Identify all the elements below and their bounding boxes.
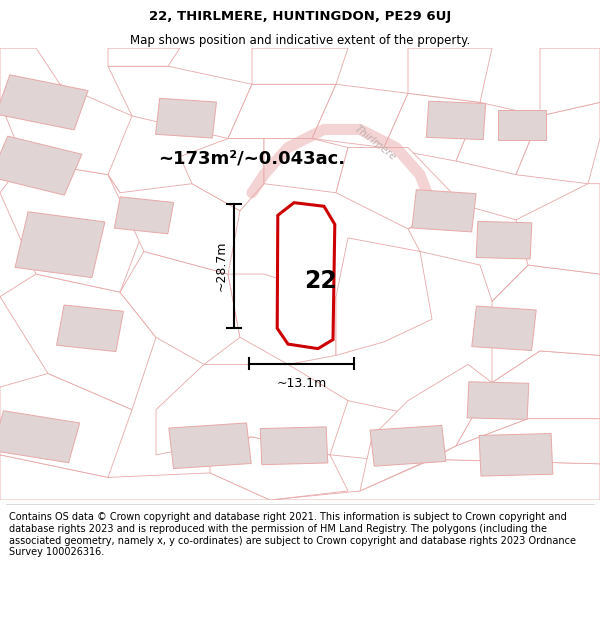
- Bar: [0, 75, 88, 130]
- Polygon shape: [540, 48, 600, 116]
- Polygon shape: [228, 274, 336, 364]
- Polygon shape: [228, 84, 336, 139]
- Bar: [479, 434, 553, 476]
- Polygon shape: [384, 93, 480, 161]
- Polygon shape: [516, 102, 600, 184]
- Bar: [472, 306, 536, 351]
- Polygon shape: [156, 364, 348, 455]
- Polygon shape: [312, 84, 408, 148]
- Bar: [0, 136, 82, 195]
- Bar: [115, 197, 173, 234]
- Polygon shape: [0, 455, 600, 500]
- Polygon shape: [0, 161, 144, 292]
- Bar: [476, 221, 532, 259]
- Polygon shape: [0, 274, 156, 409]
- Polygon shape: [252, 48, 348, 84]
- Polygon shape: [432, 419, 600, 464]
- Bar: [370, 426, 446, 466]
- Polygon shape: [492, 184, 600, 301]
- Bar: [155, 98, 217, 138]
- Bar: [56, 305, 124, 352]
- Text: Contains OS data © Crown copyright and database right 2021. This information is : Contains OS data © Crown copyright and d…: [9, 512, 576, 558]
- Bar: [260, 427, 328, 465]
- Polygon shape: [336, 148, 456, 229]
- Polygon shape: [408, 206, 528, 301]
- Text: ~28.7m: ~28.7m: [214, 241, 227, 291]
- Polygon shape: [264, 139, 348, 192]
- Bar: [0, 411, 80, 462]
- Bar: [426, 101, 486, 139]
- Polygon shape: [492, 265, 600, 382]
- Polygon shape: [456, 351, 600, 446]
- Polygon shape: [336, 238, 432, 356]
- Polygon shape: [120, 251, 240, 364]
- Text: Thirlmere: Thirlmere: [352, 124, 398, 162]
- Bar: [412, 190, 476, 232]
- Polygon shape: [0, 84, 132, 174]
- Polygon shape: [180, 139, 264, 211]
- Polygon shape: [408, 48, 492, 102]
- Text: Map shows position and indicative extent of the property.: Map shows position and indicative extent…: [130, 34, 470, 47]
- Bar: [169, 423, 251, 469]
- Polygon shape: [108, 174, 240, 274]
- Text: 22: 22: [304, 269, 337, 292]
- Polygon shape: [108, 66, 252, 139]
- Bar: [467, 382, 529, 419]
- Polygon shape: [300, 401, 432, 464]
- Text: ~13.1m: ~13.1m: [277, 377, 326, 390]
- Polygon shape: [360, 364, 492, 491]
- Polygon shape: [456, 102, 540, 174]
- Polygon shape: [277, 202, 335, 349]
- Polygon shape: [210, 437, 348, 500]
- Text: ~173m²/~0.043ac.: ~173m²/~0.043ac.: [158, 150, 346, 168]
- Text: 22, THIRLMERE, HUNTINGDON, PE29 6UJ: 22, THIRLMERE, HUNTINGDON, PE29 6UJ: [149, 9, 451, 22]
- Bar: [498, 110, 546, 139]
- Polygon shape: [108, 48, 180, 66]
- Polygon shape: [0, 48, 60, 102]
- Bar: [15, 212, 105, 278]
- Polygon shape: [0, 374, 132, 478]
